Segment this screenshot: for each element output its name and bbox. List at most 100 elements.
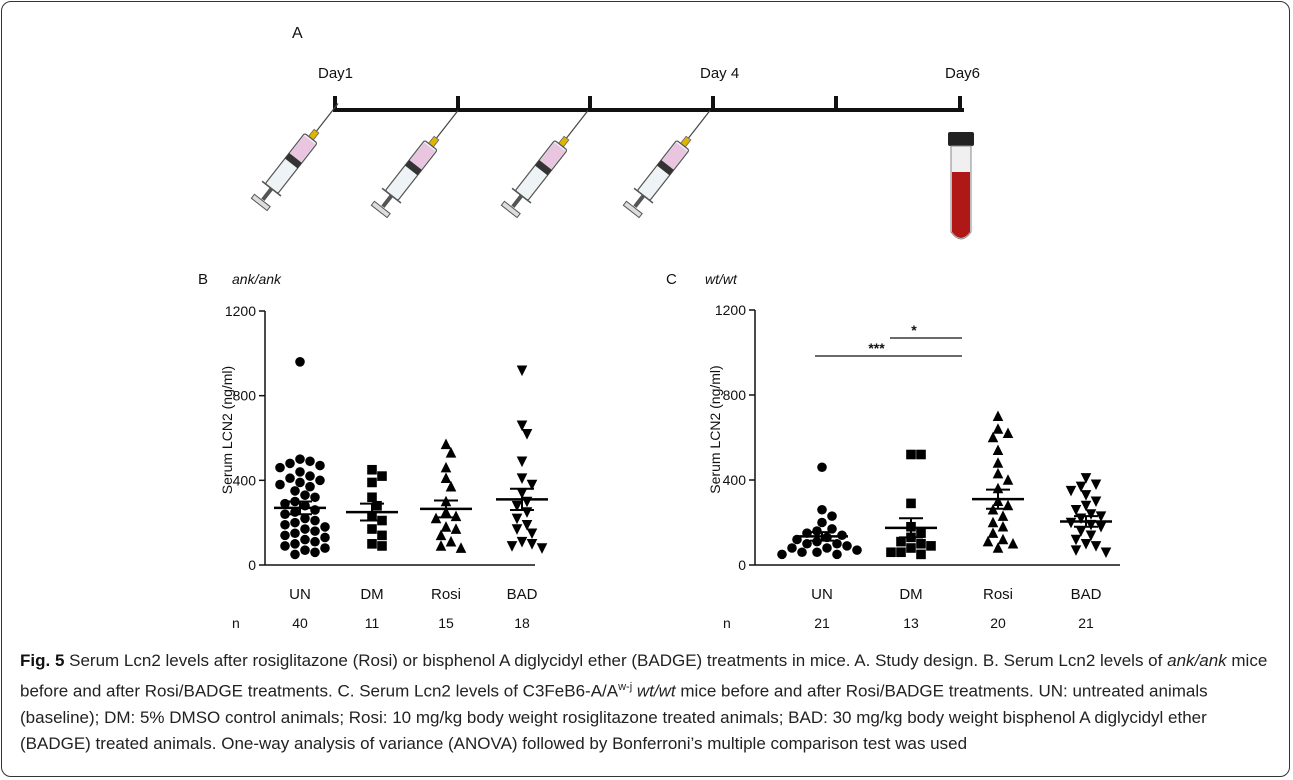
chart-title: ank/ank (232, 271, 282, 287)
data-point (377, 530, 387, 541)
data-point (280, 498, 290, 509)
data-point (797, 547, 807, 558)
data-point (506, 541, 518, 552)
data-point (1002, 474, 1014, 485)
data-point (1085, 530, 1097, 542)
sem-bar (360, 502, 384, 522)
panel-label: C (666, 271, 677, 288)
caption-superscript: w-j (618, 681, 633, 693)
data-point (445, 535, 457, 547)
caption: Fig. 5 Serum Lcn2 levels after rosiglita… (20, 648, 1275, 757)
x-tick-label: Rosi (983, 586, 1013, 603)
data-point (377, 471, 387, 481)
data-point (511, 500, 523, 512)
data-point (367, 477, 377, 488)
x-tick-label: BAD (1071, 586, 1102, 603)
data-point (440, 461, 452, 473)
data-point (817, 504, 827, 515)
syringe-icon (619, 101, 722, 221)
data-point (295, 454, 305, 464)
data-point (916, 538, 926, 549)
data-point (822, 543, 832, 553)
y-tick-label: 1200 (225, 303, 256, 319)
data-point (445, 480, 457, 492)
data-point (315, 475, 325, 486)
data-point (1080, 538, 1092, 550)
data-point (992, 423, 1004, 434)
data-point (300, 534, 310, 545)
data-point (280, 509, 290, 519)
x-tick-label: Rosi (431, 586, 461, 603)
data-point (305, 471, 315, 481)
y-tick-label: 400 (233, 472, 257, 488)
data-point (997, 533, 1009, 545)
data-point (987, 431, 999, 443)
data-point (521, 519, 533, 531)
n-value: 40 (292, 615, 308, 631)
data-point (1007, 537, 1019, 549)
data-point (1090, 479, 1102, 491)
data-point (300, 490, 310, 500)
data-point (916, 549, 926, 560)
n-value: 20 (990, 615, 1006, 631)
data-point (896, 536, 906, 547)
y-tick-label: 800 (723, 387, 747, 403)
y-tick-label: 400 (723, 472, 747, 488)
data-point (832, 549, 842, 560)
data-point (300, 513, 310, 524)
data-point (1002, 499, 1014, 511)
n-value: 21 (814, 615, 830, 631)
data-point (526, 528, 538, 540)
data-point (916, 528, 926, 538)
sem-bar (899, 517, 923, 539)
syringe-icon (247, 94, 350, 214)
data-point (812, 547, 822, 558)
sem-bar (986, 488, 1010, 510)
sem-bar (1074, 515, 1098, 528)
data-point (310, 526, 320, 536)
data-point (320, 532, 330, 543)
chart-title: wt/wt (705, 271, 738, 287)
n-label: n (723, 615, 731, 631)
data-point (516, 456, 528, 468)
data-point (1095, 521, 1107, 533)
data-point (1085, 509, 1097, 520)
x-tick-label: UN (811, 586, 833, 603)
data-point (310, 515, 320, 526)
sem-bar (510, 487, 534, 511)
n-value: 13 (903, 615, 919, 631)
data-point (802, 538, 812, 549)
data-point (916, 449, 926, 460)
data-point (377, 541, 387, 551)
data-point (812, 526, 822, 536)
data-point (285, 473, 295, 484)
data-point (992, 457, 1004, 468)
data-point (526, 539, 538, 550)
data-point (290, 549, 300, 560)
data-point (1075, 481, 1087, 493)
sem-bar (810, 531, 834, 542)
day-label: Day 4 (700, 65, 739, 82)
data-point (787, 543, 797, 553)
data-point (280, 519, 290, 530)
data-point (992, 482, 1004, 494)
data-point (842, 541, 852, 551)
caption-italic: ank/ank (1167, 651, 1227, 670)
data-point (1080, 500, 1092, 512)
y-tick-label: 800 (233, 388, 257, 404)
data-point (997, 510, 1009, 521)
y-axis-label: Serum LCN2 (ng/ml) (219, 366, 235, 494)
data-point (1070, 504, 1082, 516)
data-point (367, 492, 377, 503)
data-point (305, 456, 315, 467)
data-point (1080, 473, 1092, 484)
data-point (310, 536, 320, 547)
data-point (1065, 485, 1077, 497)
data-point (526, 479, 538, 491)
significance-label: * (911, 322, 917, 338)
data-point (300, 524, 310, 534)
y-tick-label: 1200 (715, 302, 746, 318)
